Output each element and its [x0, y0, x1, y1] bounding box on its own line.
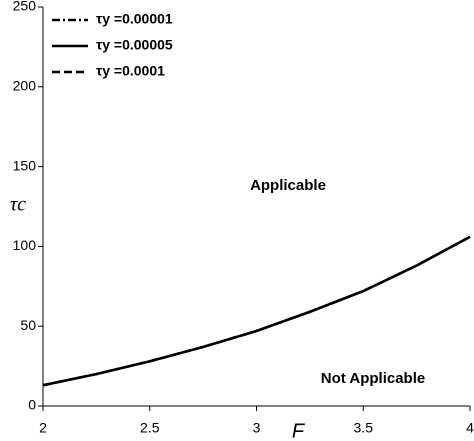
line-series [42, 235, 471, 387]
y-tick-label: 100 [13, 237, 37, 253]
annotation: Not Applicable [321, 370, 425, 387]
x-tick-label: 3.5 [354, 420, 374, 436]
y-tick-label: 50 [20, 317, 36, 333]
x-tick-label: 4 [466, 420, 474, 436]
y-tick-label: 0 [28, 397, 36, 413]
y-axis-label: τc [10, 194, 26, 216]
legend-label: τy =0.00001 [96, 11, 173, 27]
y-tick-label: 150 [13, 157, 37, 173]
x-tick-label: 3 [253, 420, 261, 436]
x-tick-label: 2 [39, 420, 47, 436]
y-tick-label: 250 [13, 0, 37, 14]
line-series [42, 235, 471, 387]
y-tick-label: 200 [13, 78, 37, 94]
x-tick-label: 2.5 [140, 420, 160, 436]
x-axis-label: F [292, 420, 306, 441]
annotation: Applicable [250, 177, 326, 194]
line-series [42, 235, 471, 387]
legend-label: τy =0.0001 [96, 63, 165, 79]
legend-label: τy =0.00005 [96, 37, 173, 53]
